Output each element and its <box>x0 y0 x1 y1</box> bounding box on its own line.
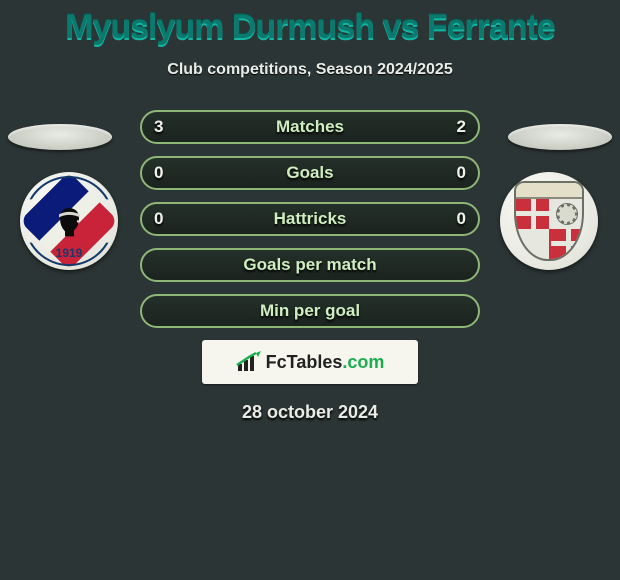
stat-left-value: 0 <box>154 158 163 188</box>
stat-row-goals-per-match: Goals per match <box>140 248 480 282</box>
club-logo-right <box>514 181 584 261</box>
stat-right-value: 0 <box>457 204 466 234</box>
club-badge-right <box>500 172 598 270</box>
stat-row-goals: 0 Goals 0 <box>140 156 480 190</box>
stat-label: Min per goal <box>260 301 360 321</box>
brand-part-c: .com <box>342 352 384 372</box>
stat-label: Matches <box>276 117 344 137</box>
brand-part-a: Fc <box>266 352 287 372</box>
club-badge-left: 1919 <box>20 172 118 270</box>
stat-left-value: 3 <box>154 112 163 142</box>
bar-chart-icon <box>236 351 264 373</box>
club-logo-left: 1919 <box>34 186 104 256</box>
page-title: Myuslyum Durmush vs Ferrante <box>0 0 620 47</box>
stat-left-value: 0 <box>154 204 163 234</box>
brand-part-b: Tables <box>287 352 343 372</box>
branding-text: FcTables.com <box>266 352 385 373</box>
stat-right-value: 0 <box>457 158 466 188</box>
stat-label: Goals <box>286 163 333 183</box>
snapshot-date: 28 october 2024 <box>0 402 620 423</box>
stat-row-matches: 3 Matches 2 <box>140 110 480 144</box>
moor-head-icon <box>54 203 84 237</box>
stat-row-min-per-goal: Min per goal <box>140 294 480 328</box>
club-left-year: 1919 <box>34 246 104 260</box>
stat-right-value: 2 <box>457 112 466 142</box>
player-left-silhouette <box>8 124 112 150</box>
player-right-silhouette <box>508 124 612 150</box>
branding-badge: FcTables.com <box>202 340 418 384</box>
stat-label: Goals per match <box>243 255 376 275</box>
stat-row-hattricks: 0 Hattricks 0 <box>140 202 480 236</box>
stat-label: Hattricks <box>274 209 347 229</box>
comparison-stage: 1919 3 Matches 2 0 Goals <box>0 110 620 423</box>
subtitle: Club competitions, Season 2024/2025 <box>0 61 620 79</box>
